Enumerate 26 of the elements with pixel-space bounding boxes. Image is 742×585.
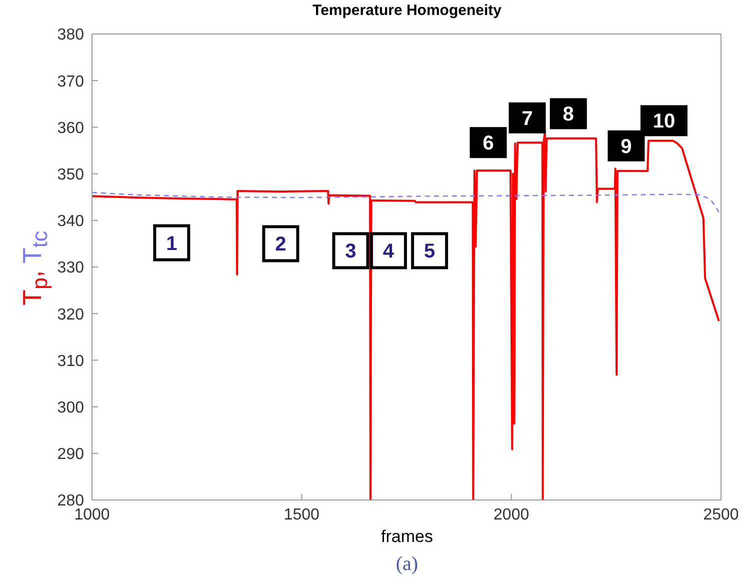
x-tick-label: 2000 — [494, 506, 530, 524]
annotation: 10 — [652, 110, 676, 133]
annotation: 9 — [620, 136, 632, 158]
y-tick-label: 370 — [57, 73, 84, 90]
y-tick-label: 380 — [57, 26, 84, 44]
annotation: 8 — [562, 104, 574, 126]
y-tick-label: 290 — [57, 446, 84, 464]
x-tick-label: 2500 — [703, 506, 739, 524]
annotation: 4 — [382, 240, 395, 263]
y-tick-label: 330 — [57, 260, 84, 277]
y-tick-label: 340 — [57, 213, 84, 230]
y-tick-label: 320 — [57, 306, 84, 324]
x-tick-label: 1500 — [284, 506, 320, 524]
chart-title: Temperature Homogeneity — [312, 2, 502, 19]
y-tick-label: 300 — [57, 399, 84, 416]
annotation: 1 — [166, 232, 178, 255]
y-tick-label: 350 — [57, 166, 84, 184]
annotation: 2 — [275, 234, 286, 256]
annotation: 3 — [345, 240, 356, 263]
text: (a) — [394, 553, 420, 576]
annotation: 6 — [482, 132, 494, 155]
x-axis-title: frames — [380, 527, 434, 547]
y-tick-label: 310 — [57, 352, 84, 370]
y-tick-label: 360 — [57, 120, 84, 137]
annotation: 7 — [522, 108, 533, 130]
annotation: 5 — [424, 240, 436, 263]
